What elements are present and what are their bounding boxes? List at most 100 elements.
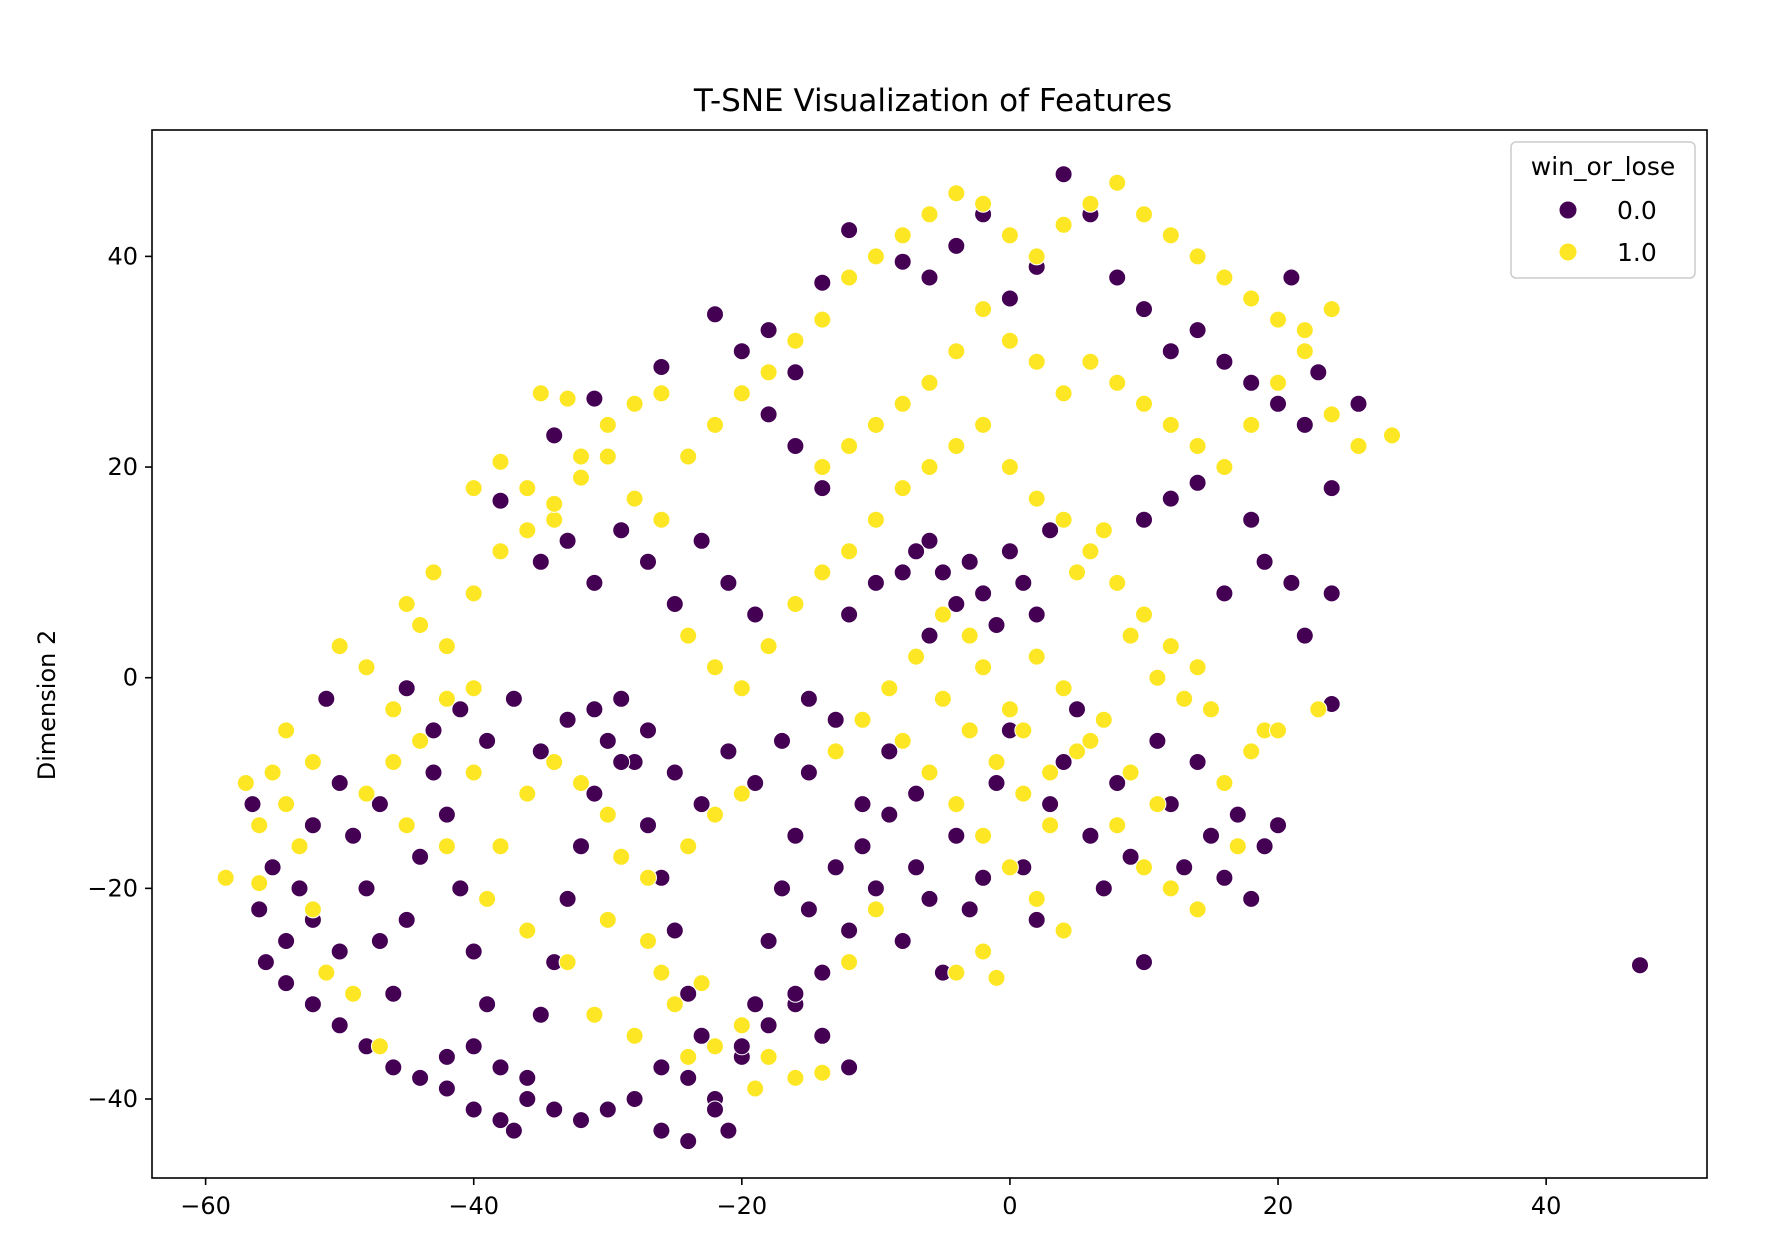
point-series-1-79 (1188, 658, 1207, 677)
point-series-1-71 (974, 415, 993, 434)
point-series-1-163 (1054, 384, 1073, 403)
point-series-0-149 (1135, 300, 1153, 319)
point-series-1-45 (1269, 310, 1287, 329)
point-series-1-184 (598, 805, 617, 824)
point-series-1-33 (947, 184, 966, 203)
point-series-0-195 (464, 1037, 483, 1056)
point-series-1-170 (1309, 700, 1328, 719)
point-series-0-79 (1631, 956, 1649, 975)
point-series-0-63 (1068, 700, 1086, 719)
point-series-0-104 (504, 689, 523, 708)
point-series-1-96 (1054, 921, 1073, 940)
point-series-0-35 (692, 1026, 711, 1045)
point-series-1-14 (437, 637, 456, 656)
point-series-0-17 (451, 879, 470, 898)
point-series-1-38 (1081, 194, 1100, 213)
point-series-0-80 (277, 974, 296, 993)
point-series-1-73 (1027, 489, 1046, 508)
point-series-0-142 (947, 236, 966, 255)
point-series-1-13 (411, 616, 430, 634)
point-series-0-123 (585, 573, 604, 592)
legend: win_or_lose 0.0 1.0 (1510, 141, 1696, 279)
point-series-0-90 (545, 1100, 564, 1119)
point-series-1-5 (290, 837, 309, 856)
point-series-0-129 (746, 605, 765, 624)
point-series-0-12 (384, 984, 403, 1003)
point-series-0-19 (478, 995, 497, 1014)
point-series-0-109 (639, 721, 657, 740)
point-series-0-171 (907, 542, 926, 561)
y-tick-label-2: 0 (123, 664, 138, 692)
point-series-1-18 (545, 510, 564, 529)
point-series-0-40 (759, 932, 778, 950)
point-series-1-122 (1135, 394, 1153, 413)
point-series-1-117 (665, 995, 684, 1014)
point-series-0-141 (920, 268, 939, 287)
point-series-0-192 (786, 984, 805, 1003)
point-series-0-146 (1054, 165, 1073, 184)
point-series-1-149 (424, 563, 443, 582)
point-series-0-166 (1000, 542, 1019, 561)
point-series-1-139 (1202, 700, 1220, 719)
point-series-1-121 (1108, 373, 1127, 392)
point-series-0-15 (424, 763, 443, 782)
legend-title: win_or_lose (1531, 152, 1675, 181)
point-series-0-194 (652, 1121, 671, 1140)
point-series-0-106 (558, 710, 577, 729)
point-series-1-157 (880, 679, 899, 698)
point-series-0-190 (840, 1058, 859, 1077)
point-series-1-2 (250, 874, 269, 893)
point-series-0-121 (531, 552, 550, 571)
point-series-0-57 (987, 774, 1006, 792)
point-series-0-93 (625, 1090, 644, 1108)
point-series-0-1 (263, 858, 282, 877)
point-series-0-29 (612, 689, 631, 708)
point-series-1-40 (1135, 205, 1153, 224)
point-series-1-37 (1054, 215, 1073, 234)
point-series-1-129 (1322, 300, 1341, 319)
point-series-1-178 (866, 900, 885, 919)
point-series-0-159 (1309, 363, 1328, 382)
point-series-0-48 (866, 879, 885, 898)
point-series-1-99 (987, 968, 1006, 987)
point-series-0-14 (411, 847, 430, 866)
point-series-1-185 (572, 774, 590, 792)
point-series-0-18 (464, 942, 483, 961)
point-series-1-78 (1161, 637, 1180, 656)
point-series-1-134 (1188, 900, 1207, 919)
point-series-1-130 (1081, 731, 1100, 750)
point-series-1-80 (933, 689, 952, 708)
point-series-0-118 (880, 742, 899, 761)
point-series-1-15 (464, 584, 483, 603)
point-series-1-182 (652, 963, 671, 982)
point-series-0-162 (947, 595, 966, 613)
point-series-0-43 (799, 900, 818, 919)
point-series-0-64 (1081, 826, 1100, 845)
point-series-1-148 (397, 595, 416, 613)
point-series-0-25 (558, 889, 577, 908)
point-series-1-88 (1148, 795, 1167, 814)
point-series-1-3 (263, 763, 282, 782)
point-series-0-65 (1094, 879, 1113, 898)
point-series-0-51 (907, 858, 926, 877)
point-series-1-91 (920, 763, 939, 782)
point-series-0-11 (370, 932, 389, 950)
point-series-1-101 (437, 837, 456, 856)
point-series-0-172 (920, 626, 939, 645)
y-tick-label-0: −40 (87, 1085, 138, 1113)
point-series-0-179 (799, 689, 818, 708)
point-series-1-44 (1242, 289, 1261, 308)
x-tick-label-3: 0 (1002, 1192, 1017, 1220)
point-series-0-76 (1242, 889, 1261, 908)
point-series-1-51 (518, 479, 537, 498)
point-series-0-23 (531, 1005, 550, 1024)
point-series-1-1 (216, 868, 235, 887)
point-series-0-6 (303, 816, 322, 835)
point-series-1-48 (1349, 437, 1368, 455)
point-series-0-3 (256, 953, 275, 972)
point-series-0-177 (759, 405, 778, 424)
point-series-0-127 (692, 531, 711, 550)
point-series-0-8 (330, 774, 349, 792)
point-series-1-31 (893, 226, 912, 245)
